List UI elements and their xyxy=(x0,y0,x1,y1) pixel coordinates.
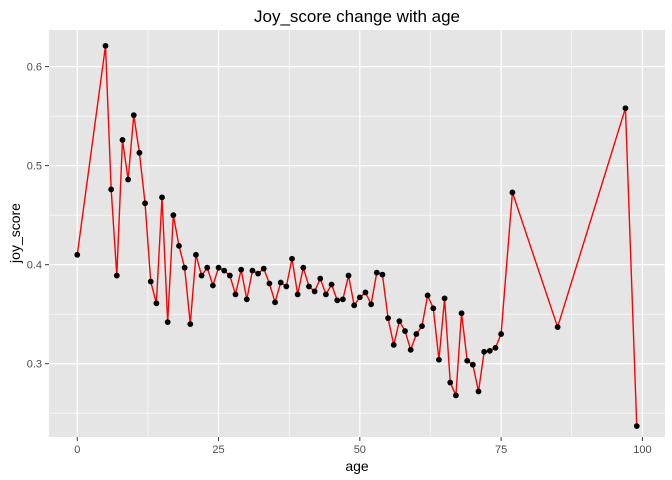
data-point xyxy=(419,323,425,329)
data-point xyxy=(323,291,329,298)
data-point xyxy=(272,299,278,306)
series-line xyxy=(76,45,638,427)
data-point xyxy=(142,200,148,207)
data-point xyxy=(125,176,132,183)
data-point xyxy=(554,324,561,330)
data-point xyxy=(108,186,115,193)
data-point xyxy=(486,347,493,354)
data-point xyxy=(260,265,267,272)
data-point xyxy=(243,296,250,303)
data-point xyxy=(221,267,228,274)
data-point xyxy=(102,42,109,49)
data-point xyxy=(390,342,397,348)
data-point xyxy=(373,269,380,276)
minor-gridlines xyxy=(49,30,665,437)
data-point xyxy=(289,255,295,262)
data-point xyxy=(113,272,120,279)
data-point xyxy=(339,296,346,303)
data-point xyxy=(430,305,437,312)
data-point xyxy=(447,379,454,386)
data-point xyxy=(481,348,488,355)
data-point xyxy=(215,264,222,271)
x-tick-label: 100 xyxy=(633,444,651,456)
plot-panel xyxy=(49,30,665,437)
data-point xyxy=(407,346,414,353)
data-point xyxy=(379,271,386,278)
data-point xyxy=(119,137,126,143)
data-point xyxy=(356,294,363,301)
x-tick-label: 0 xyxy=(74,444,80,456)
data-point xyxy=(402,328,408,334)
data-point xyxy=(249,267,256,274)
data-point xyxy=(469,361,476,368)
data-point xyxy=(458,310,465,317)
y-axis: 0.3 0.4 0.5 0.6 xyxy=(27,62,49,371)
data-point xyxy=(176,242,182,249)
data-point xyxy=(187,321,194,328)
x-tick-label: 75 xyxy=(495,444,507,456)
y-tick-label: 0.6 xyxy=(27,62,42,74)
y-tick-label: 0.4 xyxy=(27,260,42,272)
data-point xyxy=(351,302,358,309)
data-point xyxy=(436,356,442,363)
data-point xyxy=(266,280,273,287)
data-point xyxy=(153,300,160,307)
data-point xyxy=(283,283,290,290)
data-point xyxy=(277,279,284,286)
data-point xyxy=(362,289,369,296)
data-point xyxy=(74,251,81,258)
data-point xyxy=(385,315,391,322)
data-point xyxy=(226,272,233,279)
data-point xyxy=(622,105,629,112)
data-point xyxy=(317,275,324,282)
points-layer xyxy=(74,42,640,430)
data-point xyxy=(136,149,143,156)
data-point xyxy=(209,282,216,289)
chart-title: Joy_score change with age xyxy=(254,7,460,26)
data-point xyxy=(509,189,516,196)
data-point xyxy=(164,319,171,326)
y-tick-label: 0.5 xyxy=(27,161,42,173)
data-point xyxy=(306,283,312,290)
data-point xyxy=(464,357,471,364)
data-point xyxy=(238,266,245,273)
data-point xyxy=(311,288,318,295)
data-point xyxy=(198,272,205,279)
major-gridlines xyxy=(49,30,665,437)
data-point xyxy=(441,295,448,302)
data-point xyxy=(159,194,165,201)
data-point xyxy=(492,344,499,351)
data-point xyxy=(300,264,307,271)
data-point xyxy=(452,392,459,399)
data-point xyxy=(181,264,188,271)
data-point xyxy=(294,291,301,298)
y-tick-label: 0.3 xyxy=(27,359,42,371)
data-point xyxy=(475,388,482,395)
x-axis: 0 25 50 75 100 xyxy=(74,437,652,456)
x-tick-label: 25 xyxy=(212,444,224,456)
data-point xyxy=(204,264,211,271)
data-point xyxy=(396,318,403,325)
series-layer xyxy=(76,45,638,427)
data-point xyxy=(368,301,375,308)
data-point xyxy=(498,331,505,337)
data-point xyxy=(255,270,262,277)
data-point xyxy=(232,291,239,298)
y-axis-title: joy_score xyxy=(7,203,23,264)
data-point xyxy=(334,297,341,304)
data-point xyxy=(424,292,431,299)
data-point xyxy=(413,331,420,337)
data-point xyxy=(130,112,137,119)
data-point xyxy=(193,251,199,258)
x-axis-title: age xyxy=(345,458,369,474)
x-tick-label: 50 xyxy=(354,444,366,456)
data-point xyxy=(170,212,177,219)
data-point xyxy=(147,278,154,285)
data-point xyxy=(328,281,335,288)
data-point xyxy=(633,423,640,430)
data-point xyxy=(345,272,352,279)
